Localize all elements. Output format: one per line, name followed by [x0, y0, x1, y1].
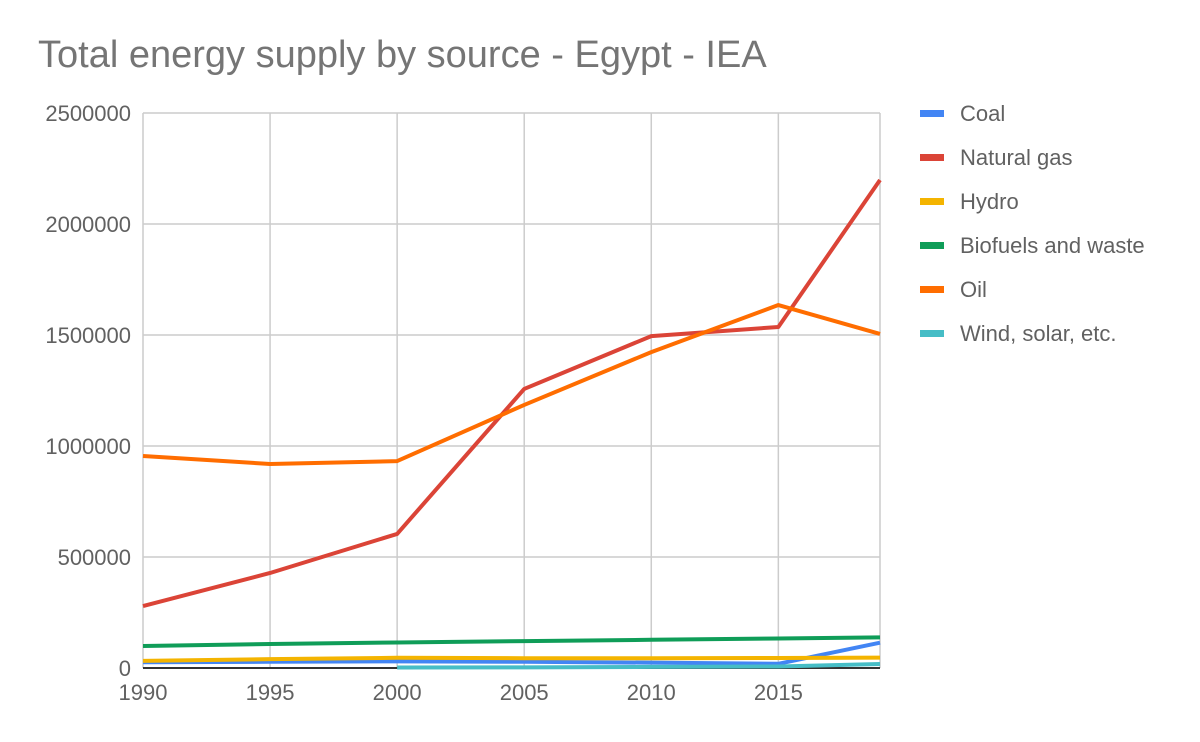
y-tick-label: 500000: [58, 545, 131, 570]
legend-label: Oil: [960, 277, 987, 302]
legend-label: Biofuels and waste: [960, 233, 1145, 258]
legend-swatch: [920, 198, 944, 205]
legend-swatch: [920, 286, 944, 293]
series-line-natural-gas: [142, 178, 882, 608]
series-line-hydro: [142, 655, 881, 663]
legend-swatch: [920, 110, 944, 117]
x-tick-label: 2015: [754, 680, 803, 705]
y-tick-label: 2000000: [45, 212, 131, 237]
series-line-wind-solar-etc: [397, 662, 881, 670]
legend-label: Wind, solar, etc.: [960, 321, 1117, 346]
legend-label: Hydro: [960, 189, 1019, 214]
x-tick-label: 2005: [500, 680, 549, 705]
series-line-oil: [142, 303, 881, 466]
legend-swatch: [920, 330, 944, 337]
x-tick-label: 1990: [119, 680, 168, 705]
y-tick-label: 0: [119, 656, 131, 681]
x-tick-label: 1995: [246, 680, 295, 705]
legend-label: Natural gas: [960, 145, 1073, 170]
y-tick-label: 1500000: [45, 323, 131, 348]
legend-swatch: [920, 154, 944, 161]
chart-title: Total energy supply by source - Egypt - …: [38, 34, 767, 76]
legend-label: Coal: [960, 101, 1005, 126]
series-line-biofuels-and-waste: [142, 635, 881, 649]
legend-swatch: [920, 242, 944, 249]
series-line-coal: [142, 640, 881, 666]
y-tick-label: 1000000: [45, 434, 131, 459]
y-tick-label: 2500000: [45, 101, 131, 126]
x-tick-label: 2000: [373, 680, 422, 705]
x-tick-label: 2010: [627, 680, 676, 705]
